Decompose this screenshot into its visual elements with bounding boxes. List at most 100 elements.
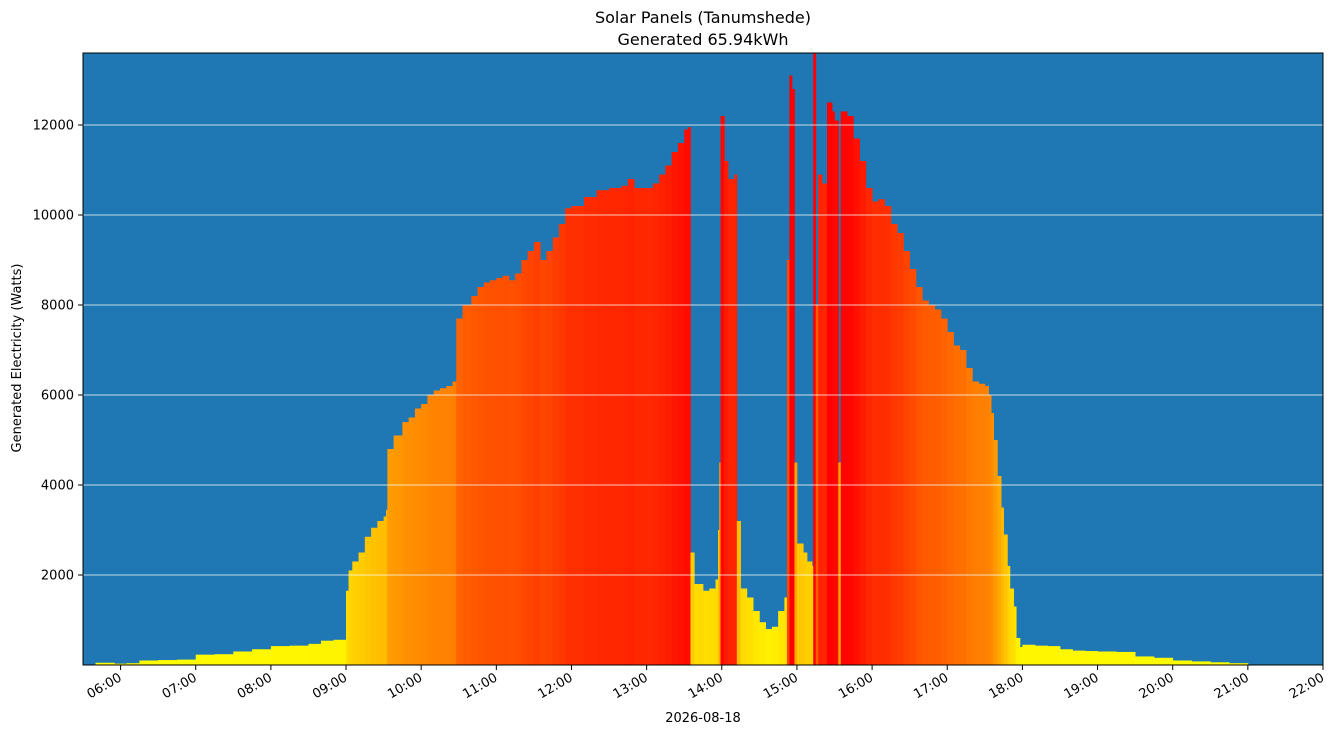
bar-16:50 (934, 309, 942, 665)
x-tick-label-08:00: 08:00 (235, 670, 275, 702)
bar-09:38 (393, 435, 403, 665)
bar-09:33 (387, 449, 395, 665)
bar-17:05 (953, 345, 961, 665)
bar-11:50 (558, 224, 566, 665)
bar-19:45 (1153, 657, 1174, 665)
chart-title: Solar Panels (Tanumshede) (595, 8, 811, 27)
y-tick-label-4000: 4000 (41, 479, 74, 494)
bar-05:55 (114, 663, 128, 665)
bars-group (95, 53, 1249, 665)
bar-10:20 (446, 386, 453, 665)
bar-19:00 (1097, 651, 1117, 665)
x-tick-label-18:00: 18:00 (986, 670, 1026, 702)
bar-14:20 (746, 597, 754, 665)
bar-17:40 (997, 476, 1002, 665)
x-tick-label-16:00: 16:00 (836, 670, 876, 702)
bar-18:10 (1034, 645, 1048, 665)
bar-15:33 (838, 462, 842, 665)
bar-16:30 (909, 269, 917, 665)
bar-13:10 (659, 174, 666, 665)
bar-15:20 (821, 183, 828, 665)
bar-08:15 (289, 645, 309, 665)
bar-18:50 (1085, 651, 1098, 665)
y-tick-label-2000: 2000 (41, 569, 74, 584)
bar-11:40 (546, 251, 554, 665)
bar-09:02 (348, 570, 353, 665)
bar-16:10 (884, 206, 892, 665)
bar-14:58 (794, 462, 798, 665)
bar-09:10 (358, 552, 366, 665)
bar-15:40 (847, 116, 854, 665)
bar-17:35 (991, 413, 994, 665)
bar-10:55 (490, 280, 497, 665)
bar-15:35 (840, 111, 848, 665)
bar-09:15 (364, 536, 372, 665)
bar-15:13 (813, 53, 817, 665)
bar-14:10 (734, 174, 738, 665)
bar-13:45 (703, 590, 710, 665)
bar-07:00 (195, 654, 215, 665)
bar-11:05 (502, 275, 510, 665)
bar-14:52 (786, 260, 790, 665)
bar-14:05 (728, 179, 735, 665)
bar-17:20 (972, 381, 979, 665)
bar-14:40 (771, 626, 779, 665)
bar-17:10 (959, 350, 967, 665)
bar-20:00 (1172, 660, 1192, 665)
bar-11:55 (565, 208, 572, 665)
plot-frame (82, 52, 1324, 666)
bar-14:12 (736, 521, 741, 665)
bar-15:08 (806, 561, 813, 665)
bar-10:45 (477, 287, 485, 665)
bar-18:20 (1047, 646, 1061, 665)
x-tick-label-20:00: 20:00 (1137, 670, 1177, 702)
bar-13:50 (709, 588, 716, 665)
bar-13:38 (694, 584, 704, 665)
x-tick-label-21:00: 21:00 (1212, 670, 1252, 702)
bar-13:25 (677, 143, 685, 665)
bar-06:05 (126, 663, 140, 665)
bar-13:15 (665, 165, 673, 665)
x-tick-label-15:00: 15:00 (761, 670, 801, 702)
bar-07:45 (252, 649, 272, 665)
bar-11:25 (527, 251, 535, 665)
bar-09:32 (386, 509, 389, 665)
bar-05:40 (95, 662, 115, 665)
bar-17:15 (966, 368, 973, 665)
bar-12:45 (627, 179, 635, 665)
bar-13:05 (652, 183, 660, 665)
bar-11:20 (521, 260, 529, 665)
x-tick-label-17:00: 17:00 (911, 670, 951, 702)
bar-14:30 (759, 622, 767, 665)
bar-17:48 (1007, 566, 1011, 665)
bar-12:30 (609, 188, 622, 665)
bar-15:00 (796, 543, 804, 665)
plot-area (82, 52, 1324, 666)
bar-15:28 (832, 111, 835, 665)
bar-14:15 (740, 588, 748, 665)
bar-10:50 (483, 282, 491, 665)
x-tick-label-12:00: 12:00 (536, 670, 576, 702)
bar-14:35 (765, 629, 773, 665)
bar-20:15 (1191, 661, 1211, 665)
x-tick-label-10:00: 10:00 (385, 670, 425, 702)
bar-10:00 (421, 404, 428, 665)
y-axis-label: Generated Electricity (Watts) (10, 264, 25, 453)
bar-13:58 (719, 462, 722, 665)
bar-17:50 (1009, 588, 1015, 665)
bar-08:40 (320, 640, 334, 665)
bar-15:50 (859, 161, 867, 665)
bar-16:00 (872, 201, 879, 665)
bar-09:30 (383, 516, 387, 665)
bar-17:30 (984, 386, 989, 665)
bar-19:15 (1116, 651, 1136, 665)
bar-13:57 (718, 530, 720, 665)
bar-15:32 (837, 120, 839, 665)
bar-13:00 (646, 188, 654, 665)
bar-12:20 (596, 190, 610, 665)
bar-09:00 (346, 590, 349, 665)
bar-10:15 (439, 388, 447, 665)
bar-17:37 (993, 440, 998, 665)
bar-11:30 (533, 242, 541, 665)
bar-10:10 (433, 390, 441, 665)
